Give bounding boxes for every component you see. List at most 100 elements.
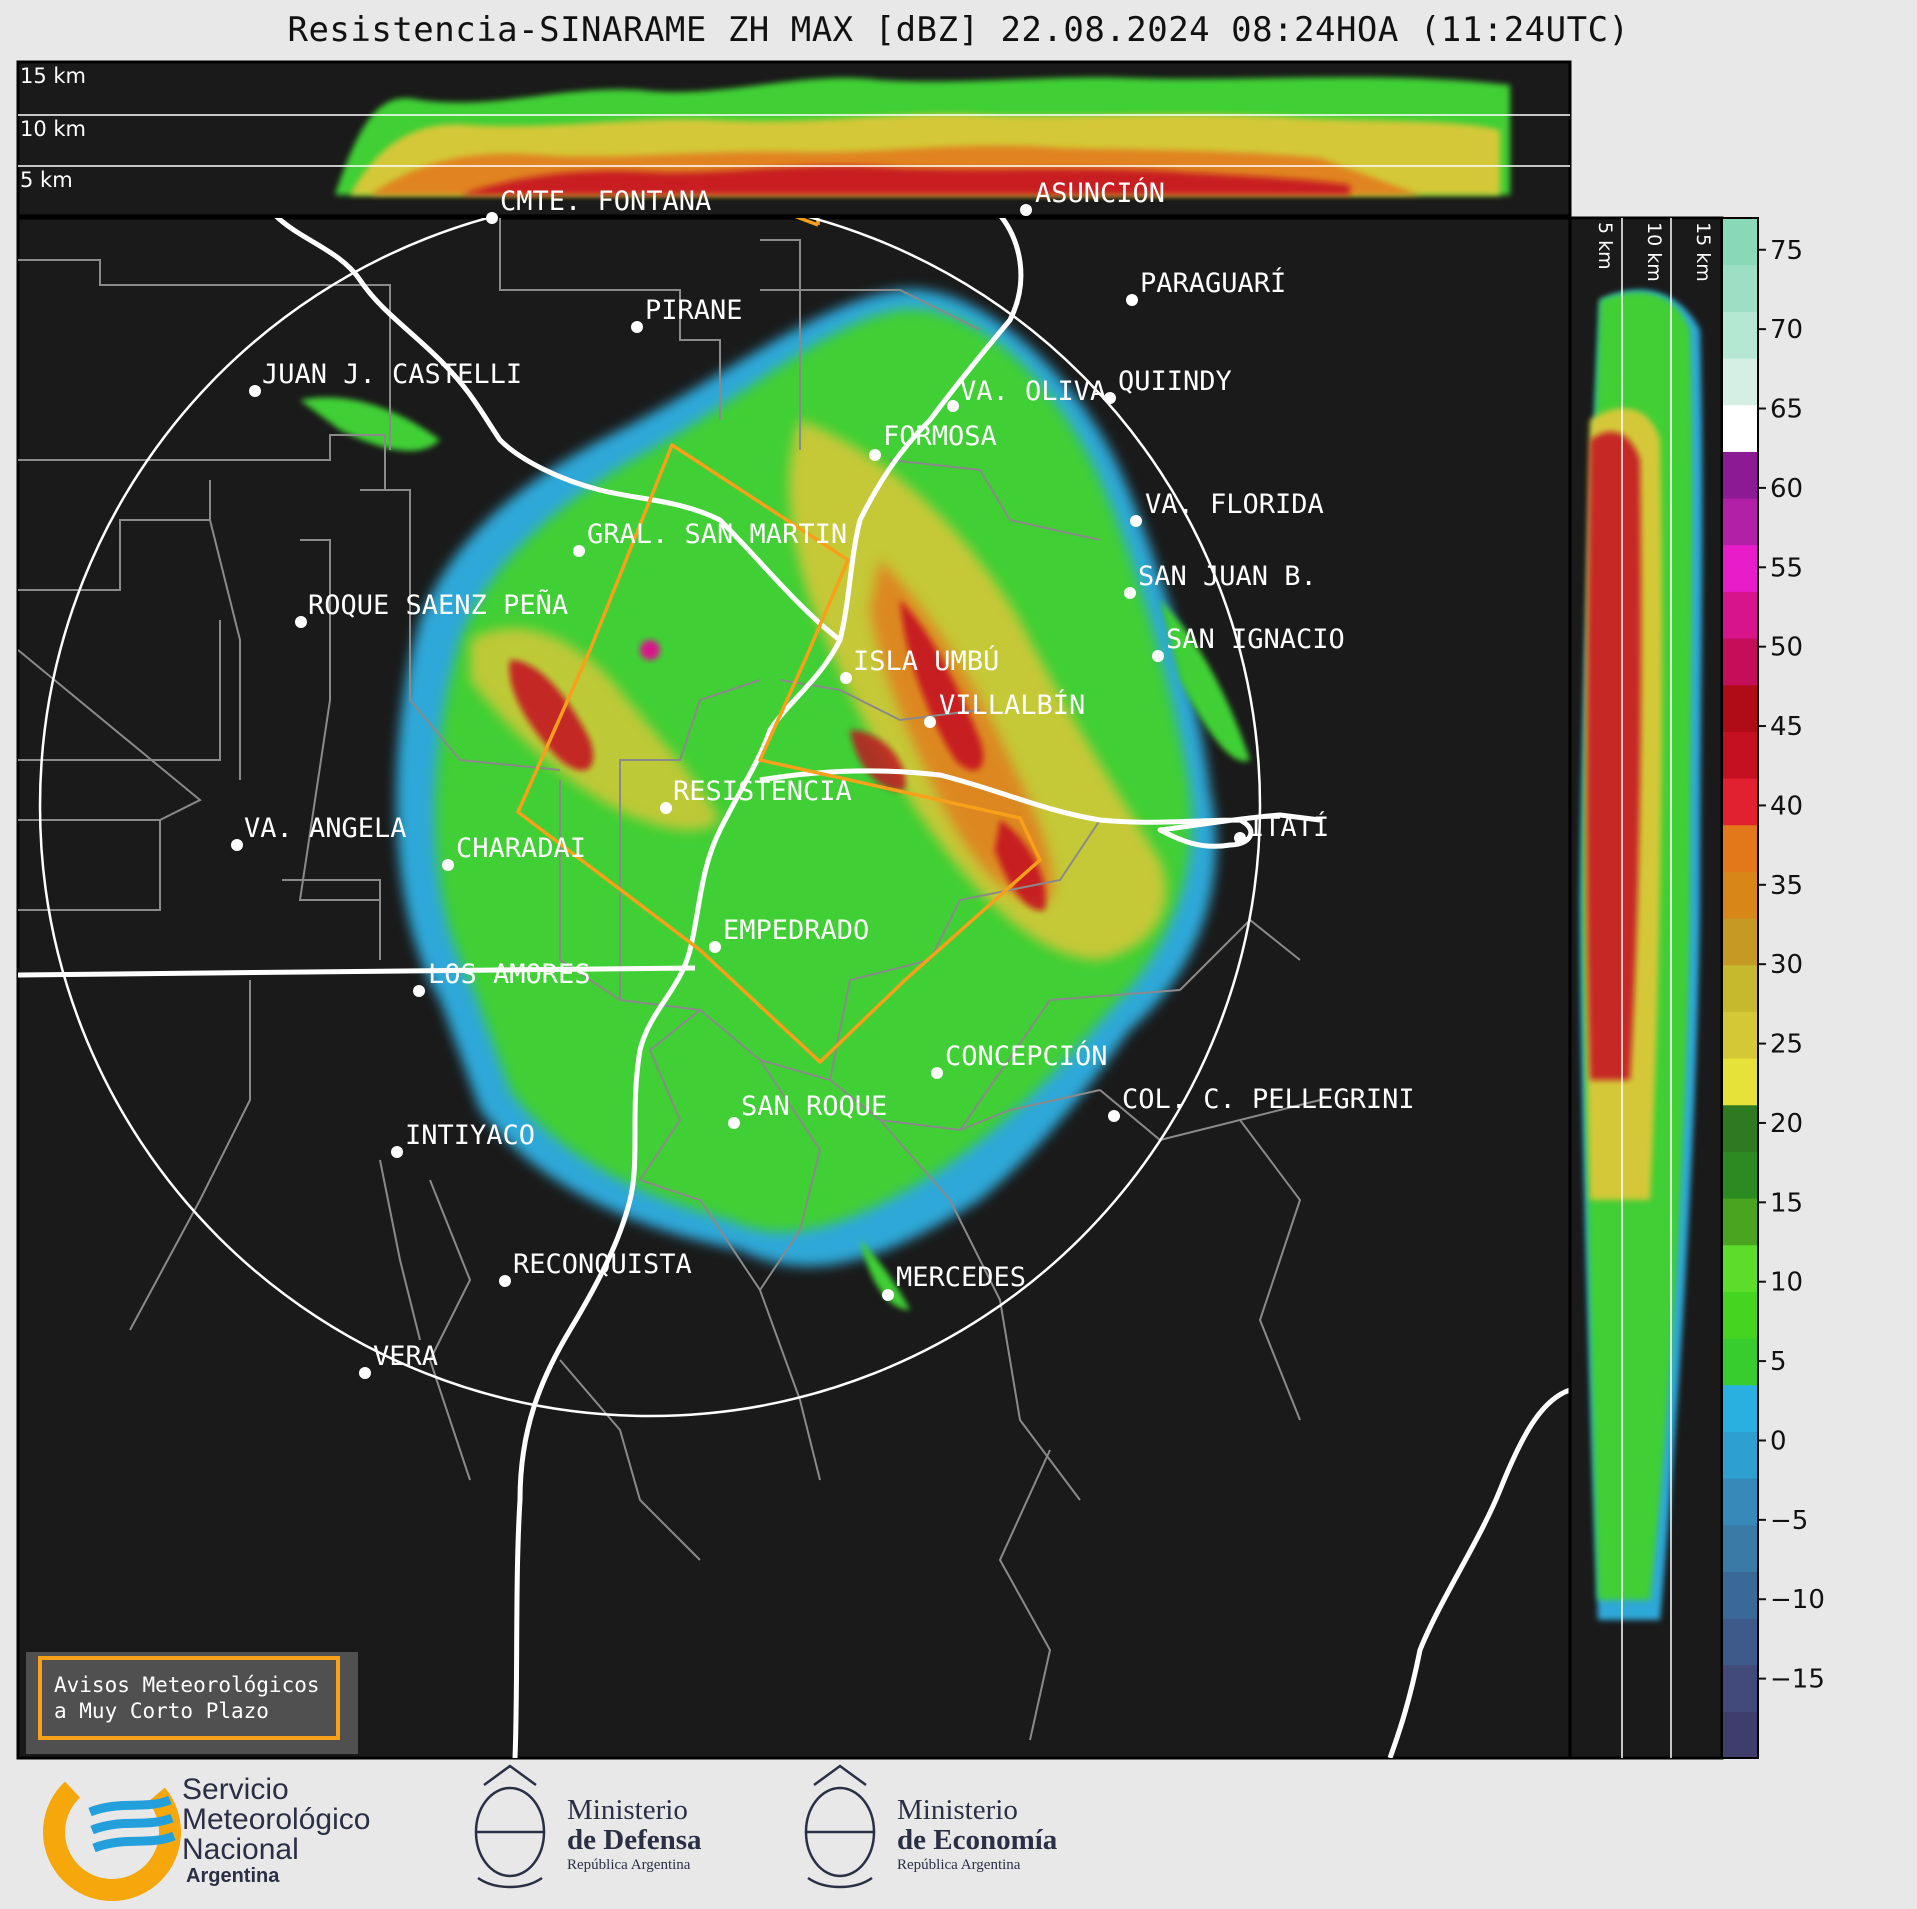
city-marker: CMTE. FONTANA bbox=[486, 186, 711, 224]
colorbar-tick-label: −10 bbox=[1770, 1585, 1825, 1615]
side-height-profile: 5 km 10 km 15 km bbox=[1568, 216, 1724, 1760]
economia-line1: Ministerio bbox=[897, 1794, 1018, 1826]
city-label: ITATÍ bbox=[1248, 811, 1329, 843]
city-labels: CMTE. FONTANA ASUNCIÓN PARAGUARÍ PIRANE JUAN… bbox=[231, 177, 1415, 1379]
defensa-line2: de Defensa bbox=[567, 1824, 702, 1856]
colorbar-swatch bbox=[1722, 1151, 1758, 1199]
city-marker: ISLA UMBÚ bbox=[840, 645, 999, 684]
city-label: SAN IGNACIO bbox=[1166, 624, 1345, 655]
colorbar-swatch bbox=[1722, 824, 1758, 872]
city-marker: VA. FLORIDA bbox=[1130, 489, 1324, 527]
colorbar-tick-label: 20 bbox=[1770, 1109, 1803, 1139]
city-dot bbox=[249, 385, 261, 397]
city-dot bbox=[947, 400, 959, 412]
colorbar-swatches bbox=[1722, 218, 1758, 1759]
city-dot bbox=[1124, 587, 1136, 599]
city-dot bbox=[631, 321, 643, 333]
city-dot bbox=[499, 1275, 511, 1287]
colorbar-swatch bbox=[1722, 918, 1758, 966]
city-marker: GRAL. SAN MARTIN bbox=[573, 519, 847, 557]
city-marker: VA. OLIVA bbox=[947, 376, 1106, 412]
economia-line3: República Argentina bbox=[897, 1857, 1021, 1873]
city-dot bbox=[660, 802, 672, 814]
city-marker: VILLALBÍN bbox=[924, 689, 1085, 728]
city-dot bbox=[931, 1067, 943, 1079]
city-dot bbox=[840, 672, 852, 684]
colorbar-tick-label: 30 bbox=[1770, 950, 1803, 980]
city-marker: PIRANE bbox=[631, 295, 743, 333]
city-marker: SAN JUAN B. bbox=[1124, 561, 1317, 599]
warning-legend-line1: Avisos Meteorológicos bbox=[54, 1673, 320, 1697]
city-label: EMPEDRADO bbox=[723, 915, 869, 946]
colorbar-swatch bbox=[1722, 358, 1758, 406]
colorbar-swatch bbox=[1722, 1571, 1758, 1619]
smn-line1: Servicio bbox=[182, 1773, 289, 1806]
side-height-label-15km: 15 km bbox=[1692, 222, 1714, 282]
city-marker: PARAGUARÍ bbox=[1126, 267, 1286, 306]
city-label: QUIINDY bbox=[1118, 366, 1232, 397]
economia-emblem bbox=[804, 1764, 876, 1889]
smn-logo bbox=[43, 1763, 181, 1901]
city-label: INTIYACO bbox=[405, 1120, 535, 1151]
top-height-label-15km: 15 km bbox=[20, 64, 87, 88]
city-dot bbox=[882, 1289, 894, 1301]
country-borders bbox=[18, 218, 1570, 1758]
city-marker: MERCEDES bbox=[882, 1262, 1026, 1301]
city-dot bbox=[413, 985, 425, 997]
colorbar-swatch bbox=[1722, 1244, 1758, 1292]
city-label: MERCEDES bbox=[896, 1262, 1026, 1293]
smn-logo-text: Servicio Meteorológico Nacional Argentin… bbox=[182, 1773, 370, 1888]
top-height-label-10km: 10 km bbox=[20, 117, 87, 141]
city-dot bbox=[359, 1367, 371, 1379]
colorbar-swatch bbox=[1722, 778, 1758, 826]
colorbar-swatch bbox=[1722, 964, 1758, 1012]
colorbar-swatch bbox=[1722, 731, 1758, 779]
city-marker: FORMOSA bbox=[869, 421, 997, 461]
city-label: GRAL. SAN MARTIN bbox=[587, 519, 847, 550]
city-marker: SAN ROQUE bbox=[728, 1091, 887, 1129]
city-dot bbox=[924, 716, 936, 728]
colorbar-swatch bbox=[1722, 1478, 1758, 1526]
city-dot bbox=[442, 859, 454, 871]
city-dot bbox=[486, 212, 498, 224]
colorbar-swatch bbox=[1722, 1524, 1758, 1572]
colorbar-tick-label: 10 bbox=[1770, 1268, 1803, 1298]
colorbar-swatch bbox=[1722, 1104, 1758, 1152]
radar-map: CMTE. FONTANA ASUNCIÓN PARAGUARÍ PIRANE JUAN… bbox=[16, 177, 1572, 1760]
colorbar-swatch bbox=[1722, 264, 1758, 312]
city-marker: INTIYACO bbox=[391, 1120, 535, 1158]
city-marker: RESISTENCIA bbox=[660, 776, 852, 814]
city-dot bbox=[1104, 392, 1116, 404]
city-dot bbox=[1234, 832, 1246, 844]
colorbar-tick-label: 25 bbox=[1770, 1030, 1803, 1060]
map-title: Resistencia-SINARAME ZH MAX [dBZ] 22.08.… bbox=[287, 10, 1630, 50]
colorbar-tick-label: 40 bbox=[1770, 791, 1803, 821]
city-label: ROQUE SAENZ PEÑA bbox=[308, 589, 568, 621]
colorbar-swatch bbox=[1722, 544, 1758, 592]
city-dot bbox=[573, 545, 585, 557]
colorbar-swatch bbox=[1722, 591, 1758, 639]
city-label: CHARADAI bbox=[456, 833, 586, 864]
city-marker: ROQUE SAENZ PEÑA bbox=[295, 589, 568, 628]
colorbar-swatch bbox=[1722, 498, 1758, 546]
city-label: VILLALBÍN bbox=[939, 689, 1085, 721]
colorbar-swatch bbox=[1722, 638, 1758, 686]
city-dot bbox=[1126, 294, 1138, 306]
smn-line3: Nacional bbox=[182, 1833, 299, 1866]
range-ring bbox=[38, 218, 1262, 1418]
city-marker: ITATÍ bbox=[1234, 811, 1329, 844]
colorbar-swatch bbox=[1722, 451, 1758, 499]
city-marker: JUAN J. CASTELLI bbox=[249, 359, 522, 397]
city-label: ISLA UMBÚ bbox=[853, 645, 999, 677]
colorbar-swatch bbox=[1722, 1198, 1758, 1246]
top-height-profile bbox=[16, 60, 1572, 218]
colorbar-tick-label: −5 bbox=[1770, 1506, 1808, 1536]
colorbar-swatch bbox=[1722, 1291, 1758, 1339]
warning-legend-line2: a Muy Corto Plazo bbox=[54, 1699, 269, 1723]
city-marker: EMPEDRADO bbox=[709, 915, 869, 953]
city-label: VA. OLIVA bbox=[960, 376, 1106, 407]
city-marker: SAN IGNACIO bbox=[1152, 624, 1345, 662]
colorbar-tick-label: 35 bbox=[1770, 871, 1803, 901]
top-height-label-5km: 5 km bbox=[20, 168, 73, 192]
